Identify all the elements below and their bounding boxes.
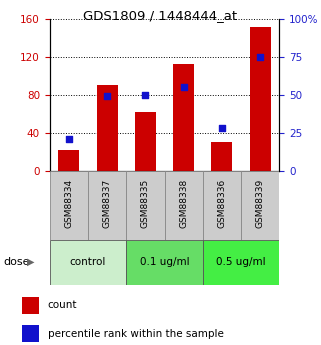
Point: [66, 136, 72, 142]
Text: control: control: [70, 257, 106, 267]
Bar: [211, 142, 232, 171]
Bar: [203, 240, 279, 285]
Bar: [50, 171, 88, 240]
Bar: [203, 171, 241, 240]
Point: [257, 54, 263, 60]
Bar: [22, 325, 39, 342]
Text: GSM88335: GSM88335: [141, 179, 150, 228]
Text: GSM88337: GSM88337: [103, 179, 112, 228]
Point: [143, 92, 148, 98]
Point: [181, 85, 186, 90]
Bar: [88, 171, 126, 240]
Text: percentile rank within the sample: percentile rank within the sample: [48, 329, 224, 338]
Text: GSM88334: GSM88334: [65, 179, 74, 228]
Text: count: count: [48, 300, 77, 310]
Text: GDS1809 / 1448444_at: GDS1809 / 1448444_at: [83, 9, 238, 22]
Text: GSM88336: GSM88336: [217, 179, 226, 228]
Bar: [126, 240, 203, 285]
Text: GSM88339: GSM88339: [256, 179, 265, 228]
Point: [219, 126, 224, 131]
Bar: [173, 63, 194, 171]
Bar: [50, 240, 126, 285]
Bar: [97, 85, 118, 171]
Text: GSM88338: GSM88338: [179, 179, 188, 228]
Bar: [250, 27, 271, 171]
Bar: [241, 171, 279, 240]
Text: 0.5 ug/ml: 0.5 ug/ml: [216, 257, 266, 267]
Bar: [135, 112, 156, 171]
Bar: [164, 171, 203, 240]
Text: ▶: ▶: [27, 257, 34, 267]
Bar: [22, 297, 39, 314]
Bar: [58, 150, 79, 171]
Point: [105, 93, 110, 99]
Bar: [126, 171, 164, 240]
Text: dose: dose: [3, 257, 30, 267]
Text: 0.1 ug/ml: 0.1 ug/ml: [140, 257, 189, 267]
